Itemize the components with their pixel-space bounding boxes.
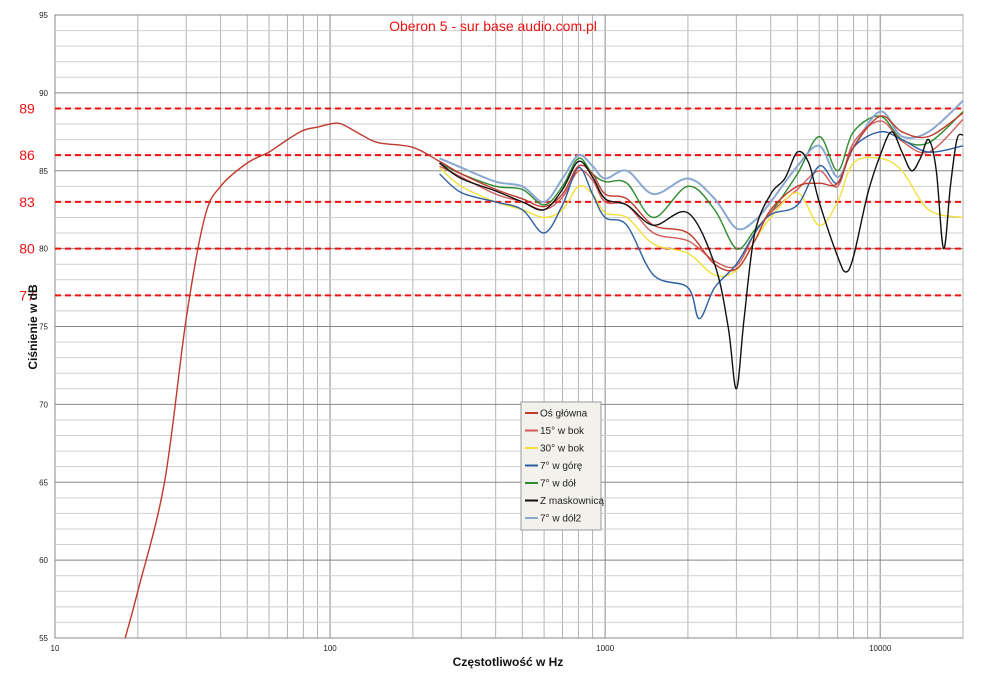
legend-entry: 7° w górę [540, 461, 583, 472]
y-tick-label: 85 [39, 167, 48, 176]
series-lines [124, 99, 964, 639]
y-tick-label: 75 [39, 323, 48, 332]
chart-title: Oberon 5 - sur base audio.com.pl [389, 18, 597, 34]
legend-entry: 15° w bok [540, 426, 585, 437]
legend-entry: 30° w bok [540, 444, 585, 455]
y-tick-label: 95 [39, 11, 48, 20]
reference-line-label: 86 [19, 147, 35, 163]
grid-lines [54, 14, 964, 639]
legend-entry: 7° w dół [540, 479, 576, 490]
y-tick-label: 80 [39, 245, 48, 254]
reference-line-label: 80 [19, 241, 35, 257]
series-line [439, 111, 964, 250]
y-tick-label: 65 [39, 478, 48, 487]
legend-entry: 7° w dół2 [540, 514, 582, 525]
y-tick-label: 60 [39, 556, 48, 565]
x-tick-label: 10000 [869, 644, 892, 653]
reference-line-label: 83 [19, 194, 35, 210]
x-tick-label: 100 [323, 644, 337, 653]
legend-items: Oś główna 15° w bok 30° w bok 7° w górę 7° w… [525, 409, 604, 525]
y-axis-title: Ciśnienie w dB [26, 284, 40, 370]
series-line [439, 131, 964, 390]
legend: Oś główna 15° w bok 30° w bok 7° w górę 7° w… [520, 401, 604, 531]
x-tick-label: 1000 [596, 644, 614, 653]
y-tick-label: 90 [39, 89, 48, 98]
series-line [124, 112, 964, 639]
reference-line-label: 89 [19, 100, 35, 116]
axis-tick-labels: 55 60 65 70 75 80 85 90 95 10 100 1000 10000 [39, 11, 892, 653]
legend-entry: Z maskownicą [540, 496, 604, 507]
x-tick-label: 10 [51, 644, 60, 653]
y-tick-label: 70 [39, 400, 48, 409]
y-tick-label: 55 [39, 634, 48, 643]
reference-lines: 89 86 83 80 77 [19, 100, 963, 303]
series-line [439, 156, 964, 278]
x-axis-title: Częstotliwość w Hz [453, 655, 564, 669]
reference-line-label: 77 [19, 287, 35, 303]
legend-entry: Oś główna [540, 409, 588, 420]
